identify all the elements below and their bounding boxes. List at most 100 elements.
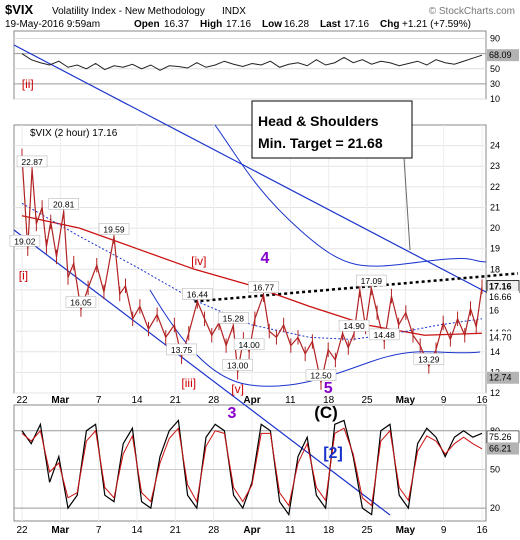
- neckline: [194, 272, 519, 303]
- price-tick-label: 19: [490, 244, 500, 254]
- x-tick-label-bottom: Mar: [51, 525, 69, 536]
- x-tick-label-bottom: 21: [170, 525, 182, 536]
- point-label: 14.90: [343, 321, 365, 331]
- point-labels: 22.87 20.81 19.02 19.59 16.05 13.75 16.44 15.28…: [9, 77, 445, 462]
- wave-label: 4: [260, 250, 269, 267]
- x-tick-label: 25: [361, 395, 373, 406]
- annotation-box: [251, 100, 413, 159]
- point-label: 13.75: [171, 345, 193, 355]
- point-label: 16.44: [187, 289, 209, 299]
- x-tick-label: Mar: [51, 395, 69, 406]
- point-label-bg: [166, 343, 197, 356]
- price-panel-title: $VIX (2 hour) 17.16: [30, 128, 118, 139]
- stoch-wave-label: [2]: [323, 445, 343, 462]
- point-label-bg: [222, 359, 253, 371]
- moving-average-dotted-line: [21, 202, 483, 340]
- price-last-value-bg: [487, 331, 519, 344]
- wave-label: [iii]: [181, 376, 196, 390]
- point-label: 12.50: [310, 371, 332, 381]
- point-label-bg: [413, 353, 445, 365]
- point-label: 14.00: [238, 340, 260, 350]
- rsi-tick-label: 90: [490, 34, 500, 44]
- point-label-bg: [9, 234, 41, 247]
- point-label-bg: [305, 369, 337, 381]
- rsi-tick-label: 50: [490, 64, 500, 74]
- wave-label: 5: [324, 380, 333, 397]
- rsi-panel: [13, 30, 487, 100]
- head-shoulders-annotation: Head & Shoulders Min. Target = 21.68: [251, 100, 413, 251]
- x-tick-label-bottom: 18: [323, 525, 335, 536]
- point-label-bg: [368, 328, 400, 341]
- rsi-last-value-bg: [487, 49, 519, 62]
- rsi-tick-label: 30: [490, 79, 500, 89]
- stoch-tick-label: 50: [490, 464, 500, 474]
- price-tick-label: 23: [490, 161, 500, 171]
- x-tick-label-bottom: 16: [476, 525, 488, 536]
- price-last-value-bg: [487, 304, 519, 317]
- point-label: 19.59: [103, 225, 125, 235]
- price-tick-label: 24: [490, 141, 500, 151]
- point-label: 16.05: [70, 298, 92, 308]
- x-tick-label: 22: [16, 395, 28, 406]
- x-tick-label: 7: [96, 395, 102, 406]
- open-value: 16.37: [164, 19, 189, 30]
- wave-label: [i]: [19, 269, 28, 283]
- point-label: 17.09: [361, 276, 383, 286]
- price-panel: [13, 124, 487, 394]
- annotation-pointer: [403, 157, 411, 251]
- rsi-last-value: 68.09: [489, 50, 512, 60]
- open-label: Open: [134, 19, 160, 30]
- wave-label: [v]: [231, 382, 244, 396]
- point-label-bg: [48, 198, 79, 210]
- x-tick-label: 16: [476, 395, 488, 406]
- price-tick-label: 18: [490, 264, 500, 274]
- chart-exchange: INDX: [222, 6, 246, 17]
- x-tick-label: 18: [323, 395, 335, 406]
- point-label: 13.00: [227, 360, 249, 370]
- price-tick-label: 22: [490, 182, 500, 192]
- x-tick-label-bottom: 25: [361, 525, 373, 536]
- axis-ticks: 103050709068.091213141516171819202122232…: [16, 34, 520, 536]
- x-tick-label: 28: [208, 395, 220, 406]
- rsi-line: [21, 53, 483, 71]
- low-label: Low: [262, 19, 282, 30]
- price-last-value: 16: [489, 306, 499, 316]
- brand-logo: © StockCharts.com: [429, 6, 515, 17]
- high-value: 17.16: [226, 19, 251, 30]
- price-last-value: 14.70: [489, 332, 512, 342]
- stoch-wave-label: (C): [314, 403, 338, 422]
- point-label-bg: [356, 274, 387, 287]
- price-tick-label: 21: [490, 202, 500, 212]
- stoch-tick-label: 20: [490, 503, 500, 513]
- price-tick-label: 14: [490, 347, 500, 357]
- point-label: 22.87: [21, 157, 43, 167]
- x-tick-label-bottom: 7: [96, 525, 102, 536]
- wave-label: [ii]: [22, 77, 34, 91]
- grid-lines: [14, 38, 486, 521]
- point-label: 14.48: [374, 330, 396, 340]
- wave-label: [iv]: [191, 254, 206, 268]
- chg-label: Chg: [380, 19, 399, 30]
- low-value: 16.28: [284, 19, 309, 30]
- chart-symbol: $VIX: [5, 2, 34, 17]
- stoch-wave-label: 3: [228, 405, 237, 422]
- point-label: 19.02: [14, 236, 36, 246]
- x-tick-label-bottom: 11: [285, 525, 296, 536]
- point-label: 15.28: [223, 313, 245, 323]
- price-tick-label: 20: [490, 223, 500, 233]
- x-tick-label-bottom: 9: [441, 525, 447, 536]
- price-last-value: 12.74: [489, 373, 512, 383]
- x-tick-label: May: [396, 395, 416, 406]
- stoch-last-value: 75.26: [489, 432, 512, 442]
- upper-channel-line: [13, 44, 487, 293]
- x-tick-label-bottom: Apr: [243, 525, 260, 536]
- x-tick-label-bottom: 14: [131, 525, 143, 536]
- price-tick-label: 12: [490, 388, 500, 398]
- x-tick-label: Apr: [243, 395, 260, 406]
- price-last-value-bg: [487, 371, 519, 384]
- point-label-bg: [98, 223, 130, 235]
- chart-title: Volatility Index - New Methodology: [52, 6, 205, 17]
- point-label-bg: [338, 319, 370, 332]
- x-tick-label-bottom: 22: [16, 525, 28, 536]
